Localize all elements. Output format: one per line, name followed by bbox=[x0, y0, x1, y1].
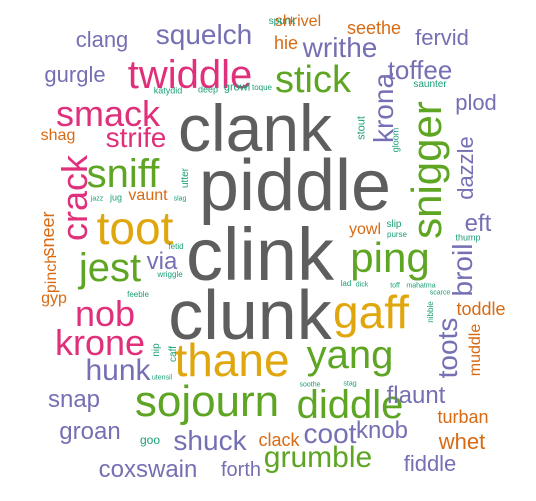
word-fiddle: fiddle bbox=[403, 451, 457, 476]
word-coot: coot bbox=[303, 418, 357, 449]
word-gyp: gyp bbox=[41, 290, 67, 307]
word-sniff: sniff bbox=[86, 152, 160, 196]
word-broil: broil bbox=[447, 243, 478, 297]
word-growl: growl bbox=[223, 81, 251, 94]
word-grumble: grumble bbox=[263, 441, 373, 474]
word-flaunt: flaunt bbox=[386, 382, 446, 409]
word-slip: slip bbox=[386, 219, 402, 230]
word-knob: knob bbox=[355, 417, 409, 444]
word-whet: whet bbox=[438, 429, 486, 454]
word-gloom: gloom bbox=[390, 127, 401, 153]
word-seethe: seethe bbox=[346, 18, 402, 38]
word-mahatma: mahatma bbox=[406, 282, 436, 290]
word-clang: clang bbox=[75, 27, 129, 52]
word-pinch: pinch bbox=[43, 254, 60, 294]
word-jazz: jazz bbox=[90, 195, 104, 203]
word-wriggle: wriggle bbox=[157, 270, 183, 279]
word-sojourn: sojourn bbox=[134, 377, 280, 426]
word-shuck: shuck bbox=[173, 425, 247, 456]
word-stout: stout bbox=[355, 116, 368, 140]
word-katydid: katydid bbox=[153, 85, 183, 96]
word-thump: thump bbox=[455, 232, 481, 243]
word-via: via bbox=[146, 248, 178, 275]
word-nob: nob bbox=[74, 293, 136, 334]
word-twiddle: twiddle bbox=[127, 53, 253, 97]
word-vaunt: vaunt bbox=[128, 187, 168, 204]
word-squelch: squelch bbox=[155, 19, 253, 50]
word-smack: smack bbox=[55, 93, 161, 134]
word-toots: toots bbox=[432, 317, 463, 379]
word-clunk: clunk bbox=[168, 276, 332, 354]
word-utter: utter bbox=[180, 167, 191, 189]
word-hie: hie bbox=[273, 33, 299, 53]
word-snigger: snigger bbox=[403, 101, 450, 239]
word-krone: krone bbox=[54, 322, 146, 363]
word-fervid: fervid bbox=[415, 25, 469, 50]
word-hunk: hunk bbox=[85, 354, 151, 387]
word-forth: forth bbox=[220, 459, 262, 481]
word-stick: stick bbox=[275, 59, 351, 101]
word-piddle: piddle bbox=[198, 146, 392, 226]
word-sneer: sneer bbox=[38, 211, 58, 257]
word-dick: dick bbox=[355, 281, 369, 289]
word-clank: clank bbox=[177, 91, 333, 165]
word-yang: yang bbox=[306, 333, 394, 377]
word-stag: stag bbox=[343, 380, 357, 388]
word-clack: clack bbox=[258, 430, 300, 450]
word-muddle: muddle bbox=[467, 323, 484, 377]
word-toff: toff bbox=[390, 282, 400, 290]
word-thane: thane bbox=[174, 334, 290, 386]
word-clink: clink bbox=[185, 213, 335, 296]
word-toddle: toddle bbox=[456, 299, 506, 319]
word-toffee: toffee bbox=[387, 55, 453, 85]
word-spunk: spunk bbox=[268, 16, 296, 27]
word-feeble: feeble bbox=[127, 290, 149, 299]
word-yowl: yowl bbox=[348, 221, 382, 238]
word-shrivel: shrivel bbox=[274, 13, 322, 30]
word-groan: groan bbox=[59, 418, 121, 445]
word-strife: strife bbox=[105, 122, 167, 153]
word-jug: jug bbox=[109, 192, 123, 203]
word-goo: goo bbox=[139, 433, 161, 447]
word-gurgle: gurgle bbox=[44, 62, 106, 87]
word-lad: lad bbox=[340, 279, 352, 288]
word-coxswain: coxswain bbox=[98, 456, 198, 483]
word-writhe: writhe bbox=[302, 32, 378, 63]
word-soothe: soothe bbox=[299, 381, 321, 389]
word-nip: nip bbox=[151, 343, 162, 357]
word-snap: snap bbox=[47, 386, 101, 413]
word-shag: shag bbox=[40, 127, 76, 144]
word-nibble: nibble bbox=[426, 301, 435, 323]
word-fetid: fetid bbox=[168, 242, 184, 251]
word-caff: caff bbox=[168, 346, 179, 362]
word-plod: plod bbox=[455, 90, 497, 115]
word-deep: deep bbox=[197, 84, 219, 95]
word-turban: turban bbox=[437, 407, 489, 427]
word-purse: purse bbox=[386, 230, 408, 239]
word-jest: jest bbox=[78, 246, 142, 290]
word-diddle: diddle bbox=[296, 383, 404, 427]
word-saunter: saunter bbox=[413, 79, 447, 90]
word-gaff: gaff bbox=[333, 286, 409, 338]
word-eft: eft bbox=[464, 210, 492, 237]
word-utensil: utensil bbox=[151, 374, 173, 382]
word-ping: ping bbox=[350, 234, 430, 281]
word-toot: toot bbox=[96, 202, 174, 254]
word-dazzle: dazzle bbox=[453, 136, 478, 200]
word-toque: toque bbox=[251, 83, 273, 92]
word-slag: slag bbox=[173, 195, 187, 203]
word-scarce: scarce bbox=[429, 289, 451, 297]
